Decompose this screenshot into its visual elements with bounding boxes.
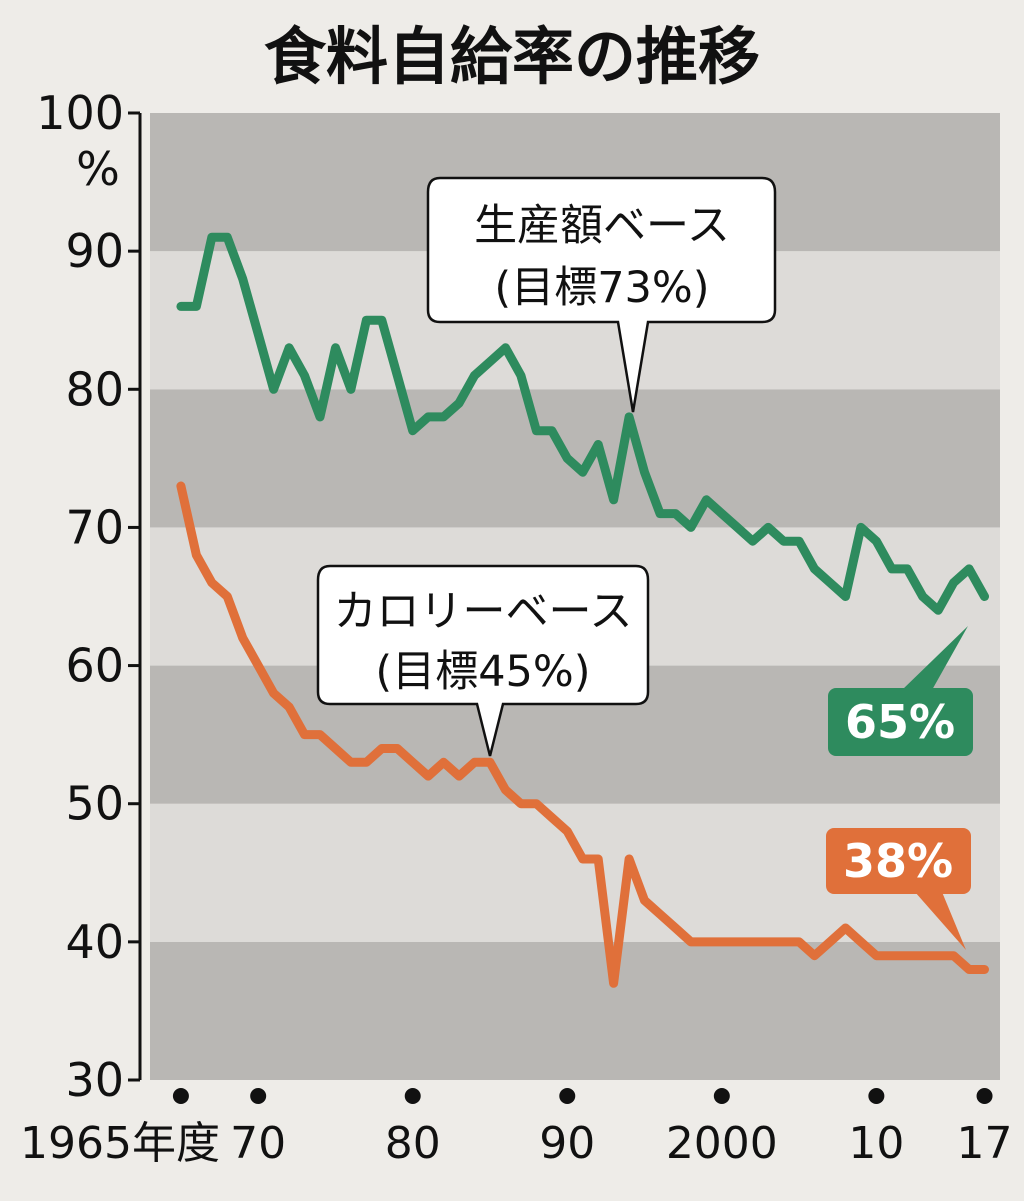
callout-production-box — [426, 176, 777, 413]
y-tick-label: 90 — [65, 224, 124, 278]
chart-title: 食料自給率の推移 — [264, 20, 760, 93]
callout-production: 生産額ベース (目標73%) — [426, 176, 777, 413]
x-tick-label: 80 — [385, 1118, 441, 1169]
x-tick-label: 70 — [230, 1118, 286, 1169]
x-tick-label: 90 — [539, 1118, 595, 1169]
callout-calorie: カロリーベース (目標45%) — [316, 564, 650, 757]
y-unit-label: % — [76, 142, 120, 196]
y-tick-label: 80 — [65, 362, 124, 416]
callout-calorie-box — [316, 564, 650, 757]
x-tick-dot — [404, 1088, 421, 1104]
y-tick-label: 100 — [36, 86, 124, 140]
end-label-production-pointer — [902, 626, 968, 690]
callout-calorie-name: カロリーベース — [334, 587, 633, 637]
y-tick-label: 40 — [65, 915, 124, 969]
callout-calorie-target: (目標45%) — [375, 647, 590, 697]
callout-production-name: 生産額ベース — [474, 201, 730, 251]
end-label-production: 65% — [828, 626, 973, 756]
x-tick-dot — [976, 1088, 993, 1104]
end-label-calorie: 38% — [826, 828, 971, 950]
x-tick-dot — [559, 1088, 576, 1104]
series-line-production — [176, 232, 989, 615]
callout-production-target: (目標73%) — [494, 263, 709, 313]
x-tick-label: 1965年度 — [20, 1118, 220, 1169]
y-axis: 100 90 80 70 60 50 40 30% — [36, 86, 142, 1107]
end-label-production-box — [828, 688, 973, 756]
series-line-calorie — [176, 481, 989, 988]
x-tick-label: 17 — [957, 1118, 1013, 1169]
grid-band — [150, 389, 1000, 528]
x-tick-label: 2000 — [666, 1118, 778, 1169]
end-label-calorie-text: 38% — [843, 834, 953, 888]
end-label-production-text: 65% — [845, 695, 955, 749]
y-tick-label: 50 — [65, 777, 124, 831]
x-tick-dot — [250, 1088, 267, 1104]
y-tick-label: 30 — [65, 1053, 124, 1107]
x-tick-dot — [713, 1088, 730, 1104]
end-label-calorie-pointer — [915, 892, 966, 950]
grid-band — [150, 941, 1000, 1080]
end-label-calorie-box — [826, 828, 971, 894]
x-tick-dot — [868, 1088, 885, 1104]
y-tick-label: 60 — [65, 639, 124, 693]
x-axis: 1965年度 70 80 90 2000 10 17 — [20, 1088, 1013, 1169]
x-tick-label: 10 — [848, 1118, 904, 1169]
x-tick-dot — [172, 1088, 189, 1104]
y-tick-label: 70 — [65, 500, 124, 554]
